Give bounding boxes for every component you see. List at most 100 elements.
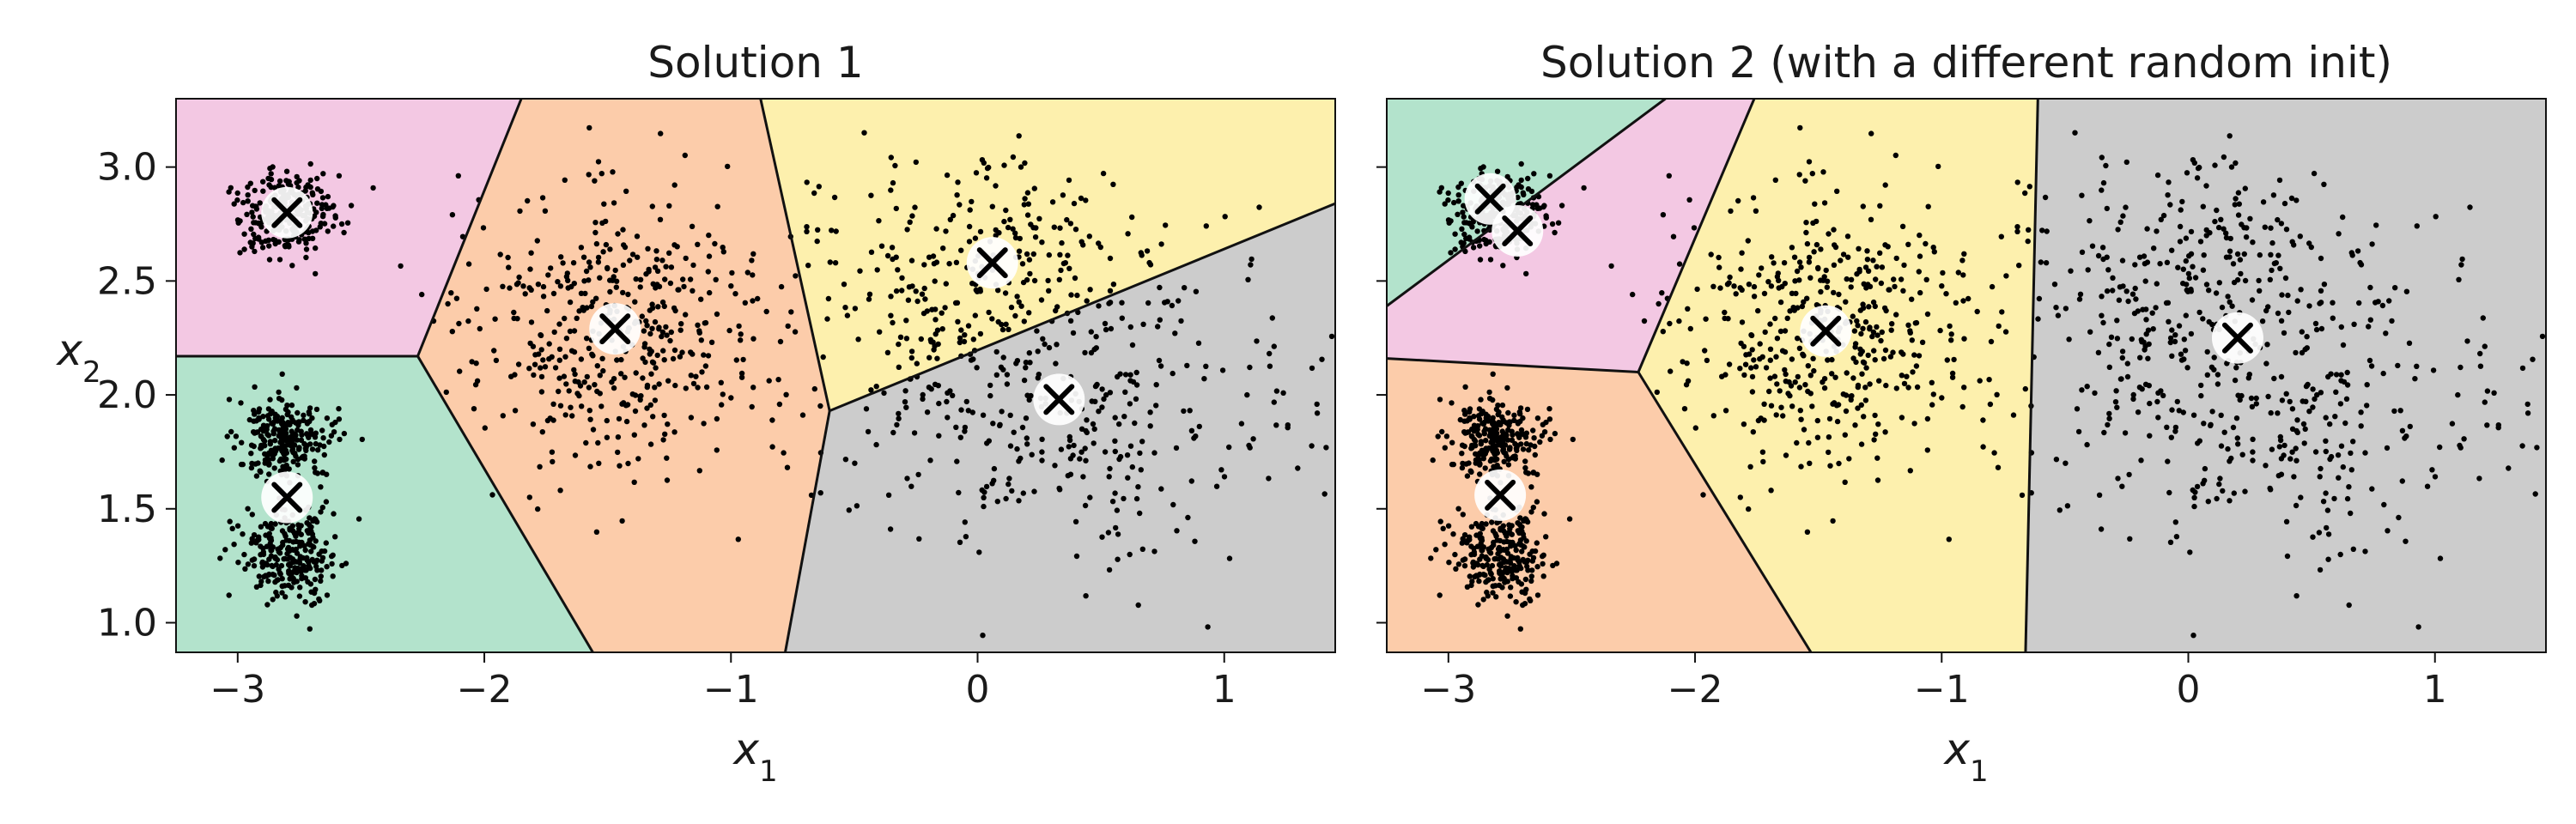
- data-point: [2119, 258, 2126, 264]
- data-point: [309, 190, 315, 196]
- data-point: [1742, 361, 1749, 367]
- data-point: [2155, 415, 2161, 421]
- data-point: [1772, 315, 1778, 322]
- data-point: [329, 560, 335, 567]
- data-point: [2362, 450, 2368, 456]
- data-point: [661, 357, 667, 363]
- data-point: [1442, 542, 1448, 548]
- data-point: [1039, 457, 1045, 464]
- data-point: [659, 299, 666, 306]
- data-point: [1806, 159, 1813, 165]
- data-point: [1185, 514, 1191, 521]
- data-point: [2177, 223, 2184, 230]
- data-point: [1060, 192, 1066, 198]
- data-point: [2166, 489, 2172, 496]
- data-point: [2302, 426, 2308, 433]
- data-point: [2106, 341, 2112, 348]
- data-point: [2014, 179, 2020, 185]
- data-point: [2235, 212, 2242, 218]
- data-point: [2026, 227, 2032, 233]
- data-point: [576, 308, 582, 314]
- data-point: [1768, 488, 1774, 494]
- data-point: [348, 203, 355, 209]
- data-point: [1433, 547, 1439, 553]
- x-tick-label: −2: [1668, 668, 1723, 712]
- data-point: [1870, 258, 1876, 264]
- data-point: [1929, 402, 1935, 408]
- data-point: [276, 548, 282, 555]
- data-point: [2200, 481, 2206, 487]
- data-point: [1842, 432, 1848, 438]
- data-point: [449, 212, 456, 218]
- data-point: [1016, 248, 1023, 254]
- data-point: [1117, 453, 1124, 460]
- data-point: [2213, 290, 2220, 296]
- data-point: [1437, 518, 1443, 524]
- data-point: [544, 417, 551, 424]
- data-point: [2306, 303, 2312, 309]
- data-point: [1843, 408, 1850, 415]
- data-point: [2074, 406, 2081, 412]
- data-point: [2325, 531, 2332, 537]
- data-point: [234, 197, 240, 203]
- data-point: [2066, 336, 2072, 342]
- data-point: [1738, 340, 1744, 347]
- data-point: [2278, 373, 2285, 380]
- data-point: [1911, 352, 1917, 358]
- data-point: [750, 251, 756, 257]
- data-point: [283, 431, 289, 437]
- data-point: [1883, 382, 1889, 389]
- data-point: [750, 336, 756, 342]
- data-point: [539, 429, 545, 435]
- data-point: [2022, 385, 2028, 392]
- data-point: [1882, 429, 1888, 435]
- data-point: [265, 175, 271, 182]
- data-point: [647, 402, 653, 408]
- data-point: [1129, 214, 1135, 221]
- data-point: [620, 227, 626, 233]
- data-point: [307, 626, 313, 632]
- boundary-line: [1637, 99, 1756, 373]
- data-point: [1323, 445, 1329, 451]
- data-point: [1541, 511, 1547, 517]
- data-point: [2275, 473, 2281, 479]
- data-point: [652, 385, 658, 391]
- data-point: [2168, 434, 2174, 440]
- data-point: [646, 269, 652, 275]
- data-point: [1029, 451, 1035, 457]
- data-point: [1049, 199, 1056, 205]
- data-point: [2205, 499, 2211, 505]
- data-point: [961, 338, 968, 345]
- data-point: [1899, 349, 1905, 355]
- data-point: [448, 290, 454, 296]
- data-point: [1905, 322, 1911, 328]
- data-point: [698, 337, 704, 343]
- data-point: [1314, 401, 1320, 408]
- data-point: [641, 344, 647, 350]
- data-point: [2395, 362, 2401, 369]
- data-point: [2103, 162, 2109, 169]
- data-point: [1507, 530, 1513, 536]
- data-point: [1170, 501, 1176, 508]
- data-point: [324, 592, 331, 598]
- data-point: [294, 173, 300, 180]
- data-point: [2057, 507, 2063, 513]
- data-point: [1117, 371, 1123, 377]
- data-point: [471, 406, 477, 412]
- data-point: [320, 171, 326, 177]
- chart-title: Solution 2 (with a different random init…: [1540, 38, 2392, 88]
- data-point: [1994, 391, 2000, 397]
- data-point: [1832, 244, 1839, 251]
- yellow-region: [1637, 99, 2038, 652]
- data-point: [976, 549, 982, 555]
- pink-region: [176, 99, 522, 356]
- data-point: [1464, 473, 1471, 479]
- data-point: [1776, 277, 1782, 283]
- x-axis-label: x1: [1942, 724, 1988, 789]
- data-point: [539, 195, 546, 201]
- data-point: [618, 356, 624, 363]
- data-point: [324, 471, 330, 477]
- data-point: [2099, 245, 2106, 251]
- data-point: [233, 433, 240, 439]
- data-point: [2263, 463, 2269, 469]
